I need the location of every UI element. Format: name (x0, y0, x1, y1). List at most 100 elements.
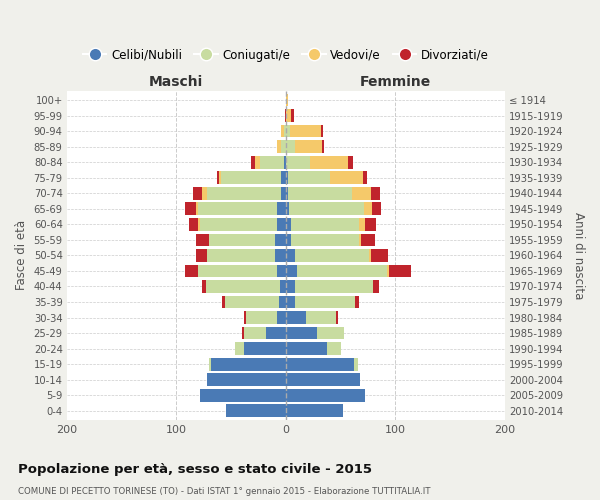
Bar (286, 172, 288, 184)
Bar (284, 156, 286, 168)
Bar (348, 156, 353, 168)
Bar (286, 234, 292, 246)
Bar (286, 326, 317, 340)
Bar (295, 296, 355, 308)
Bar (260, 156, 284, 168)
Bar (277, 202, 286, 215)
Bar (209, 234, 275, 246)
Bar (202, 187, 207, 200)
Bar (292, 234, 359, 246)
Text: Femmine: Femmine (360, 75, 431, 89)
Bar (190, 218, 198, 230)
Bar (373, 202, 381, 215)
Bar (362, 172, 367, 184)
Legend: Celibi/Nubili, Coniugati/e, Vedovi/e, Divorziati/e: Celibi/Nubili, Coniugati/e, Vedovi/e, Di… (78, 44, 494, 66)
Bar (328, 342, 341, 355)
Text: Popolazione per età, sesso e stato civile - 2015: Popolazione per età, sesso e stato civil… (18, 462, 372, 475)
Bar (321, 124, 323, 138)
Bar (286, 280, 295, 293)
Bar (371, 249, 388, 262)
Bar (329, 172, 362, 184)
Bar (295, 140, 322, 153)
Bar (279, 296, 286, 308)
Text: COMUNE DI PECETTO TORINESE (TO) - Dati ISTAT 1° gennaio 2015 - Elaborazione TUTT: COMUNE DI PECETTO TORINESE (TO) - Dati I… (18, 488, 431, 496)
Text: Maschi: Maschi (149, 75, 203, 89)
Bar (244, 311, 247, 324)
Bar (305, 311, 336, 324)
Y-axis label: Anni di nascita: Anni di nascita (572, 212, 585, 299)
Bar (185, 264, 198, 278)
Bar (292, 218, 359, 230)
Bar (281, 124, 284, 138)
Bar (244, 342, 286, 355)
Bar (336, 311, 338, 324)
Bar (365, 218, 376, 230)
Bar (185, 202, 196, 215)
Bar (285, 109, 286, 122)
Bar (281, 172, 286, 184)
Bar (244, 326, 266, 340)
Bar (221, 172, 281, 184)
Y-axis label: Fasce di età: Fasce di età (15, 220, 28, 290)
Bar (277, 264, 286, 278)
Bar (286, 358, 354, 370)
Bar (207, 374, 286, 386)
Bar (289, 202, 364, 215)
Bar (200, 218, 277, 230)
Bar (352, 187, 371, 200)
Bar (286, 296, 295, 308)
Bar (280, 280, 286, 293)
Bar (286, 187, 288, 200)
Bar (361, 234, 374, 246)
Bar (286, 218, 292, 230)
Bar (286, 124, 290, 138)
Bar (275, 249, 286, 262)
Bar (211, 358, 286, 370)
Bar (196, 234, 209, 246)
Bar (277, 140, 281, 153)
Bar (247, 311, 277, 324)
Bar (288, 187, 352, 200)
Bar (322, 140, 324, 153)
Bar (207, 187, 281, 200)
Bar (310, 156, 348, 168)
Bar (364, 202, 373, 215)
Bar (295, 280, 373, 293)
Bar (202, 280, 206, 293)
Bar (255, 156, 260, 168)
Bar (286, 109, 292, 122)
Bar (196, 202, 198, 215)
Bar (277, 311, 286, 324)
Bar (371, 187, 380, 200)
Bar (292, 109, 293, 122)
Bar (295, 249, 369, 262)
Bar (286, 249, 295, 262)
Bar (284, 124, 286, 138)
Bar (235, 342, 244, 355)
Bar (286, 94, 288, 106)
Bar (226, 404, 286, 417)
Bar (286, 311, 305, 324)
Bar (290, 124, 321, 138)
Bar (373, 280, 379, 293)
Bar (206, 280, 280, 293)
Bar (355, 296, 359, 308)
Bar (198, 218, 200, 230)
Bar (277, 218, 286, 230)
Bar (286, 389, 365, 402)
Bar (286, 156, 310, 168)
Bar (286, 202, 289, 215)
Bar (317, 326, 344, 340)
Bar (281, 140, 286, 153)
Bar (200, 389, 286, 402)
Bar (266, 326, 286, 340)
Bar (286, 374, 361, 386)
Bar (359, 218, 365, 230)
Bar (219, 172, 221, 184)
Bar (207, 249, 275, 262)
Bar (196, 249, 207, 262)
Bar (223, 296, 224, 308)
Bar (286, 140, 295, 153)
Bar (275, 234, 286, 246)
Bar (389, 264, 410, 278)
